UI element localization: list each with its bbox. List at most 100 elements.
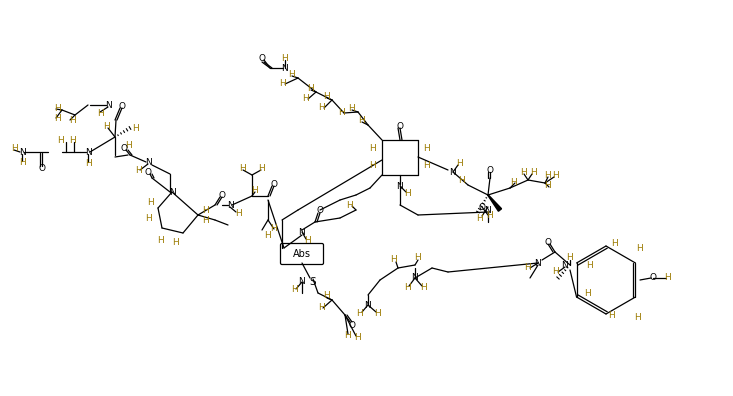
Text: H: H — [424, 143, 430, 152]
Text: H: H — [147, 198, 153, 206]
Text: H: H — [355, 333, 361, 341]
Text: H: H — [525, 263, 531, 272]
Text: O: O — [270, 179, 278, 188]
Text: H: H — [391, 255, 397, 265]
Text: N: N — [364, 301, 372, 310]
Text: H: H — [279, 78, 287, 88]
Text: H: H — [324, 91, 331, 101]
Text: H: H — [531, 168, 537, 177]
Text: H: H — [567, 253, 573, 263]
Text: O: O — [348, 320, 356, 329]
Text: H: H — [545, 181, 551, 190]
Text: N: N — [298, 278, 306, 286]
Text: H: H — [54, 103, 60, 112]
Text: H: H — [476, 213, 483, 223]
Text: H: H — [424, 160, 430, 169]
Text: H: H — [405, 188, 411, 198]
Text: H: H — [339, 107, 345, 116]
Text: O: O — [39, 164, 45, 173]
Text: H: H — [69, 135, 75, 145]
Text: H: H — [319, 303, 325, 312]
Text: H: H — [553, 171, 559, 179]
FancyBboxPatch shape — [281, 244, 323, 265]
Text: H: H — [235, 209, 241, 217]
Text: H: H — [18, 158, 26, 166]
Text: H: H — [637, 244, 644, 253]
Text: H: H — [308, 84, 314, 93]
Text: H: H — [585, 289, 592, 297]
Text: N: N — [226, 200, 233, 209]
Text: O: O — [119, 101, 125, 110]
Text: H: H — [369, 143, 376, 152]
Text: H: H — [421, 282, 427, 291]
Text: H: H — [319, 103, 325, 112]
Text: O: O — [487, 166, 493, 175]
Text: H: H — [487, 211, 493, 219]
Text: H: H — [103, 122, 109, 131]
Text: H: H — [357, 308, 364, 318]
Text: N: N — [534, 259, 542, 268]
Text: N: N — [18, 147, 26, 156]
Text: O: O — [545, 238, 551, 246]
Text: H: H — [125, 141, 131, 150]
Text: O: O — [397, 122, 403, 131]
Text: O: O — [218, 190, 226, 200]
Text: H: H — [635, 314, 641, 322]
Text: N: N — [84, 147, 92, 156]
Text: H: H — [457, 158, 463, 168]
Text: N: N — [485, 206, 491, 215]
Text: N: N — [397, 181, 403, 190]
Text: H: H — [202, 215, 208, 225]
Text: H: H — [305, 236, 312, 244]
Text: H: H — [375, 308, 381, 318]
Text: H: H — [415, 253, 421, 263]
Text: H: H — [586, 261, 594, 270]
Text: Abs: Abs — [293, 249, 311, 259]
Text: N: N — [169, 187, 175, 196]
Text: H: H — [349, 103, 356, 112]
Text: H: H — [665, 274, 671, 282]
Text: N: N — [412, 274, 419, 282]
Text: H: H — [97, 109, 103, 118]
Text: N: N — [281, 63, 288, 72]
Text: H: H — [172, 238, 178, 246]
Text: H: H — [202, 206, 208, 215]
Text: H: H — [292, 286, 298, 295]
Text: H: H — [303, 93, 309, 103]
Text: H: H — [239, 164, 246, 173]
Text: N: N — [561, 261, 568, 270]
Text: S: S — [309, 277, 317, 287]
Text: H: H — [10, 143, 18, 152]
Text: H: H — [54, 114, 60, 122]
Text: H: H — [511, 177, 517, 187]
Text: H: H — [132, 124, 139, 133]
Text: N: N — [449, 168, 457, 177]
Text: H: H — [347, 200, 353, 209]
Text: O: O — [259, 53, 265, 63]
Text: O: O — [479, 202, 485, 211]
Text: H: H — [157, 236, 163, 244]
Text: H: H — [259, 164, 265, 173]
Text: H: H — [345, 331, 351, 339]
Text: H: H — [545, 171, 551, 179]
Polygon shape — [487, 195, 501, 211]
Text: H: H — [265, 230, 271, 240]
Text: O: O — [120, 143, 128, 152]
Text: H: H — [281, 53, 288, 63]
Text: H: H — [251, 185, 258, 194]
Text: H: H — [135, 166, 141, 175]
Text: H: H — [56, 135, 63, 145]
Text: H: H — [520, 168, 527, 177]
Text: H: H — [358, 116, 365, 124]
Text: H: H — [459, 175, 465, 185]
Text: H: H — [611, 238, 619, 248]
Text: O: O — [317, 206, 323, 215]
Text: H: H — [405, 282, 411, 291]
Text: H: H — [270, 223, 277, 232]
Text: N: N — [144, 158, 152, 166]
Text: H: H — [69, 116, 75, 124]
Text: H: H — [369, 160, 376, 169]
Text: N: N — [298, 227, 306, 236]
Text: H: H — [84, 158, 92, 168]
Text: N: N — [105, 101, 111, 110]
